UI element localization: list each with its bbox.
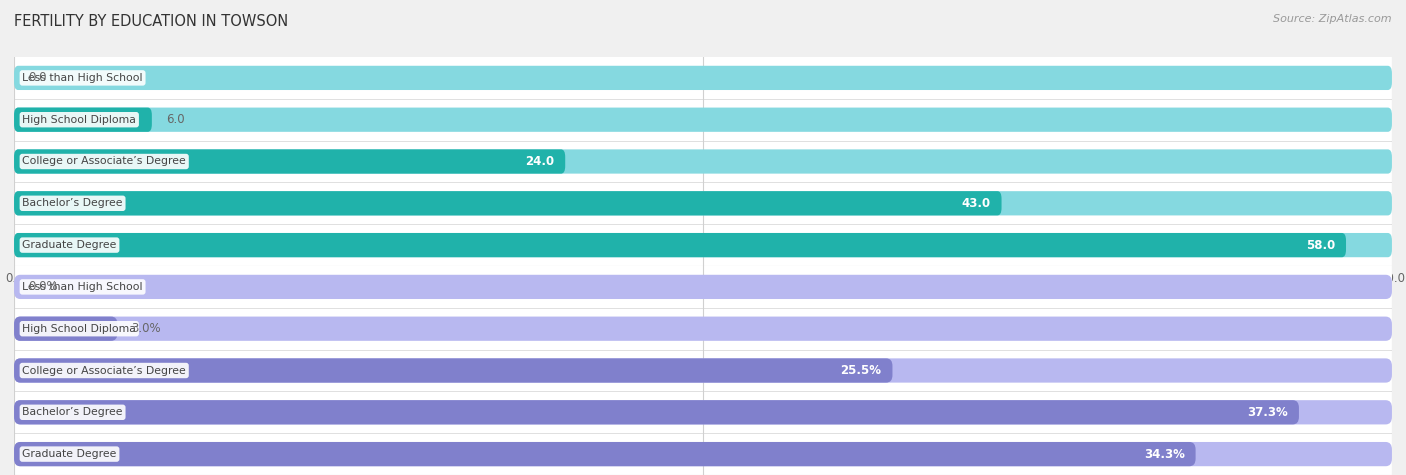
FancyBboxPatch shape	[14, 107, 152, 132]
FancyBboxPatch shape	[14, 233, 1346, 257]
Bar	[14, 433, 1392, 475]
Text: 34.3%: 34.3%	[1143, 447, 1185, 461]
FancyBboxPatch shape	[14, 149, 1392, 174]
FancyBboxPatch shape	[14, 400, 1392, 425]
Bar	[14, 350, 1392, 391]
FancyBboxPatch shape	[14, 442, 1392, 466]
FancyBboxPatch shape	[14, 442, 1195, 466]
Bar	[14, 391, 1392, 433]
Bar	[14, 141, 1392, 182]
FancyBboxPatch shape	[14, 316, 118, 341]
FancyBboxPatch shape	[14, 358, 1392, 383]
FancyBboxPatch shape	[14, 191, 1001, 216]
FancyBboxPatch shape	[14, 400, 1299, 425]
Bar	[14, 182, 1392, 224]
Bar	[14, 266, 1392, 308]
Text: 3.0%: 3.0%	[131, 322, 160, 335]
Text: High School Diploma: High School Diploma	[22, 323, 136, 334]
FancyBboxPatch shape	[14, 275, 1392, 299]
Text: Graduate Degree: Graduate Degree	[22, 240, 117, 250]
FancyBboxPatch shape	[14, 66, 1392, 90]
Text: 58.0: 58.0	[1306, 238, 1334, 252]
FancyBboxPatch shape	[14, 107, 1392, 132]
FancyBboxPatch shape	[14, 358, 893, 383]
Text: College or Associate’s Degree: College or Associate’s Degree	[22, 365, 186, 376]
Text: 43.0: 43.0	[962, 197, 990, 210]
Text: 0.0: 0.0	[28, 71, 46, 85]
Text: Less than High School: Less than High School	[22, 282, 143, 292]
Text: Source: ZipAtlas.com: Source: ZipAtlas.com	[1274, 14, 1392, 24]
Text: Graduate Degree: Graduate Degree	[22, 449, 117, 459]
Text: Bachelor’s Degree: Bachelor’s Degree	[22, 198, 122, 209]
Text: 0.0%: 0.0%	[28, 280, 58, 294]
Text: College or Associate’s Degree: College or Associate’s Degree	[22, 156, 186, 167]
FancyBboxPatch shape	[14, 316, 1392, 341]
Text: High School Diploma: High School Diploma	[22, 114, 136, 125]
Bar	[14, 99, 1392, 141]
Bar	[14, 57, 1392, 99]
FancyBboxPatch shape	[14, 191, 1392, 216]
FancyBboxPatch shape	[14, 149, 565, 174]
Text: 25.5%: 25.5%	[841, 364, 882, 377]
Text: FERTILITY BY EDUCATION IN TOWSON: FERTILITY BY EDUCATION IN TOWSON	[14, 14, 288, 29]
Text: 6.0: 6.0	[166, 113, 184, 126]
Text: Less than High School: Less than High School	[22, 73, 143, 83]
Bar	[14, 224, 1392, 266]
Text: Bachelor’s Degree: Bachelor’s Degree	[22, 407, 122, 418]
Text: 37.3%: 37.3%	[1247, 406, 1288, 419]
FancyBboxPatch shape	[14, 233, 1392, 257]
Text: 24.0: 24.0	[524, 155, 554, 168]
Bar	[14, 308, 1392, 350]
